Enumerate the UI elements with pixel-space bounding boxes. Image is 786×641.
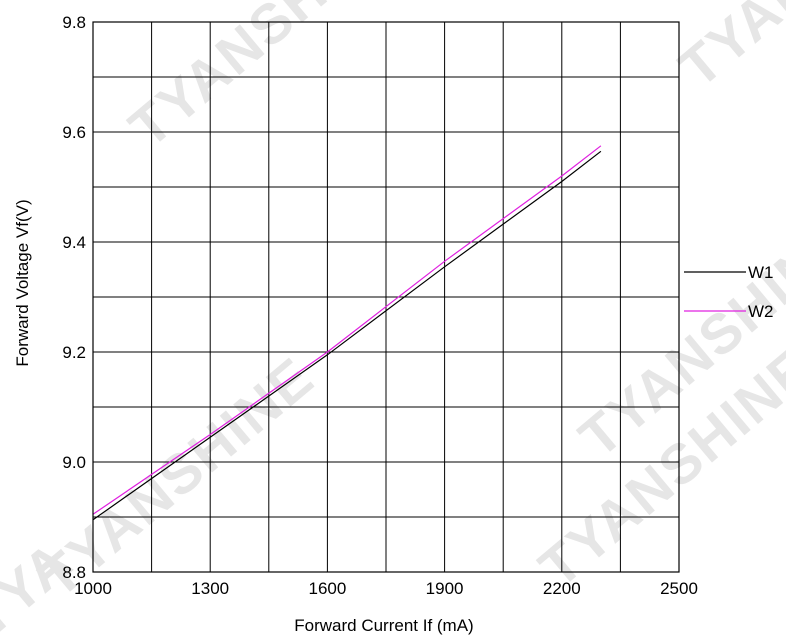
x-tick-label: 1000 bbox=[74, 579, 112, 598]
y-tick-label: 8.8 bbox=[62, 563, 86, 582]
y-tick-label: 9.4 bbox=[62, 233, 86, 252]
series-line-w1 bbox=[92, 150, 602, 521]
y-axis-title: Forward Voltage Vf(V) bbox=[13, 199, 32, 366]
x-tick-label: 1300 bbox=[191, 579, 229, 598]
series-layer bbox=[92, 145, 602, 521]
y-tick-label: 9.8 bbox=[62, 13, 86, 32]
legend: W1 W2 bbox=[684, 263, 774, 321]
x-tick-label: 2200 bbox=[543, 579, 581, 598]
x-tick-label: 1900 bbox=[426, 579, 464, 598]
y-tick-label: 9.0 bbox=[62, 453, 86, 472]
x-axis-title: Forward Current If (mA) bbox=[294, 616, 473, 635]
x-tick-label: 2500 bbox=[660, 579, 698, 598]
x-tick-label: 1600 bbox=[308, 579, 346, 598]
y-tick-label: 9.2 bbox=[62, 343, 86, 362]
plot-frame bbox=[92, 21, 680, 573]
watermark-text: TYANSHINE bbox=[117, 0, 415, 159]
legend-label-w2: W2 bbox=[748, 302, 774, 321]
legend-label-w1: W1 bbox=[748, 263, 774, 282]
tick-layer: 1000 1300 1600 1900 2200 2500 8.8 9.0 9.2 9.4 9.6 9… bbox=[62, 13, 698, 598]
watermark-text: TYAN bbox=[667, 0, 786, 99]
frame-layer bbox=[92, 21, 680, 573]
grid-layer bbox=[93, 22, 679, 572]
series-line-w2 bbox=[92, 145, 602, 515]
y-tick-label: 9.6 bbox=[62, 123, 86, 142]
